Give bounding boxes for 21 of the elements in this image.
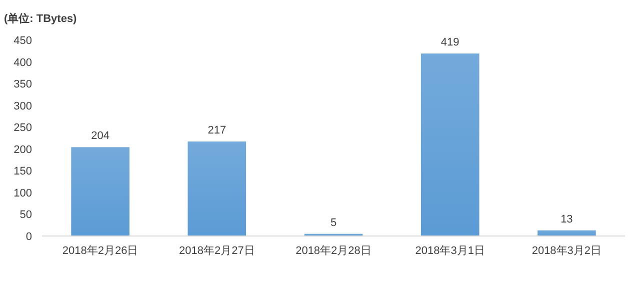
x-tick-label: 2018年3月1日 <box>415 245 485 257</box>
x-tick-label: 2018年3月2日 <box>532 245 602 257</box>
y-tick-label: 100 <box>14 187 32 200</box>
y-tick-label: 400 <box>14 56 32 69</box>
y-axis-title: (单位: TBytes) <box>4 12 78 25</box>
y-tick-label: 50 <box>20 209 32 222</box>
y-tick-label: 300 <box>14 100 32 112</box>
x-tick-label: 2018年2月26日 <box>62 245 138 257</box>
y-tick-label: 350 <box>14 78 32 91</box>
y-tick-label: 450 <box>14 35 32 47</box>
data-label: 5 <box>330 216 337 229</box>
x-tick-label: 2018年2月27日 <box>178 245 255 257</box>
y-tick-label: 200 <box>14 144 32 156</box>
y-tick-label: 150 <box>14 166 32 178</box>
data-label: 217 <box>208 124 226 136</box>
data-label: 419 <box>440 36 460 48</box>
data-label: 204 <box>91 130 110 142</box>
y-tick-label: 250 <box>14 122 32 134</box>
x-tick-label: 2018年2月28日 <box>296 245 372 257</box>
y-tick-label: 0 <box>26 231 32 243</box>
data-label: 13 <box>560 213 573 226</box>
